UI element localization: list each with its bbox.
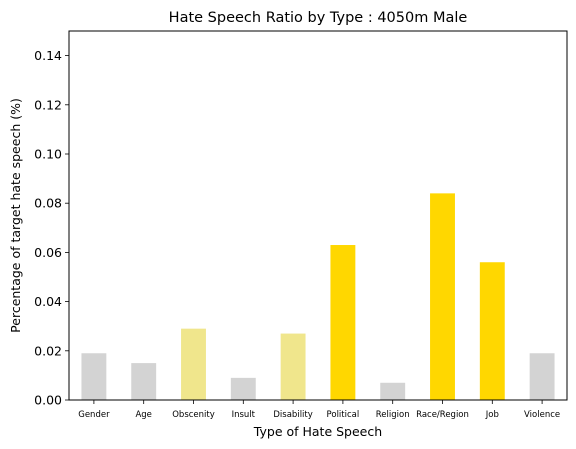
x-tick-label: Political <box>327 410 360 420</box>
y-tick-label: 0.02 <box>34 343 62 358</box>
y-tick-label: 0.00 <box>34 393 62 408</box>
bar-violence <box>529 353 555 400</box>
x-tick-label: Race/Region <box>416 410 469 420</box>
plot-area-frame <box>68 30 568 401</box>
x-tick-label: Gender <box>78 410 110 420</box>
bar-insult <box>230 377 256 400</box>
bar-political <box>330 245 356 400</box>
y-axis-label: Percentage of target hate speech (%) <box>8 98 23 333</box>
x-tick-label: Age <box>135 410 151 420</box>
y-tick-label: 0.14 <box>34 48 62 63</box>
y-tick-label: 0.10 <box>34 147 62 162</box>
y-tick-label: 0.08 <box>34 196 62 211</box>
bar-obscenity <box>181 328 206 400</box>
bars-group <box>81 193 555 400</box>
x-axis-label: Type of Hate Speech <box>253 424 382 439</box>
y-tick-label: 0.06 <box>34 245 62 260</box>
x-axis-ticks: Gender Age Obscenity Insult Disability Politi… <box>78 400 560 420</box>
x-tick-label: Disability <box>273 410 312 420</box>
x-tick-label: Violence <box>524 410 560 420</box>
y-tick-label: 0.04 <box>34 294 62 309</box>
bar-job <box>479 262 505 400</box>
x-tick-label: Religion <box>376 410 410 420</box>
chart-title: Hate Speech Ratio by Type : 4050m Male <box>169 10 468 26</box>
bar-gender <box>81 353 107 400</box>
x-tick-label: Insult <box>232 410 256 420</box>
bar-religion <box>380 382 406 400</box>
bar-race-region <box>430 193 455 400</box>
x-tick-label: Job <box>485 410 499 420</box>
x-tick-label: Obscenity <box>172 410 215 420</box>
y-tick-label: 0.12 <box>34 97 62 112</box>
y-axis-ticks: 0.00 0.02 0.04 0.06 0.08 0.10 0.12 0.14 <box>34 48 69 408</box>
bar-disability <box>280 333 306 400</box>
bar-age <box>131 363 157 400</box>
